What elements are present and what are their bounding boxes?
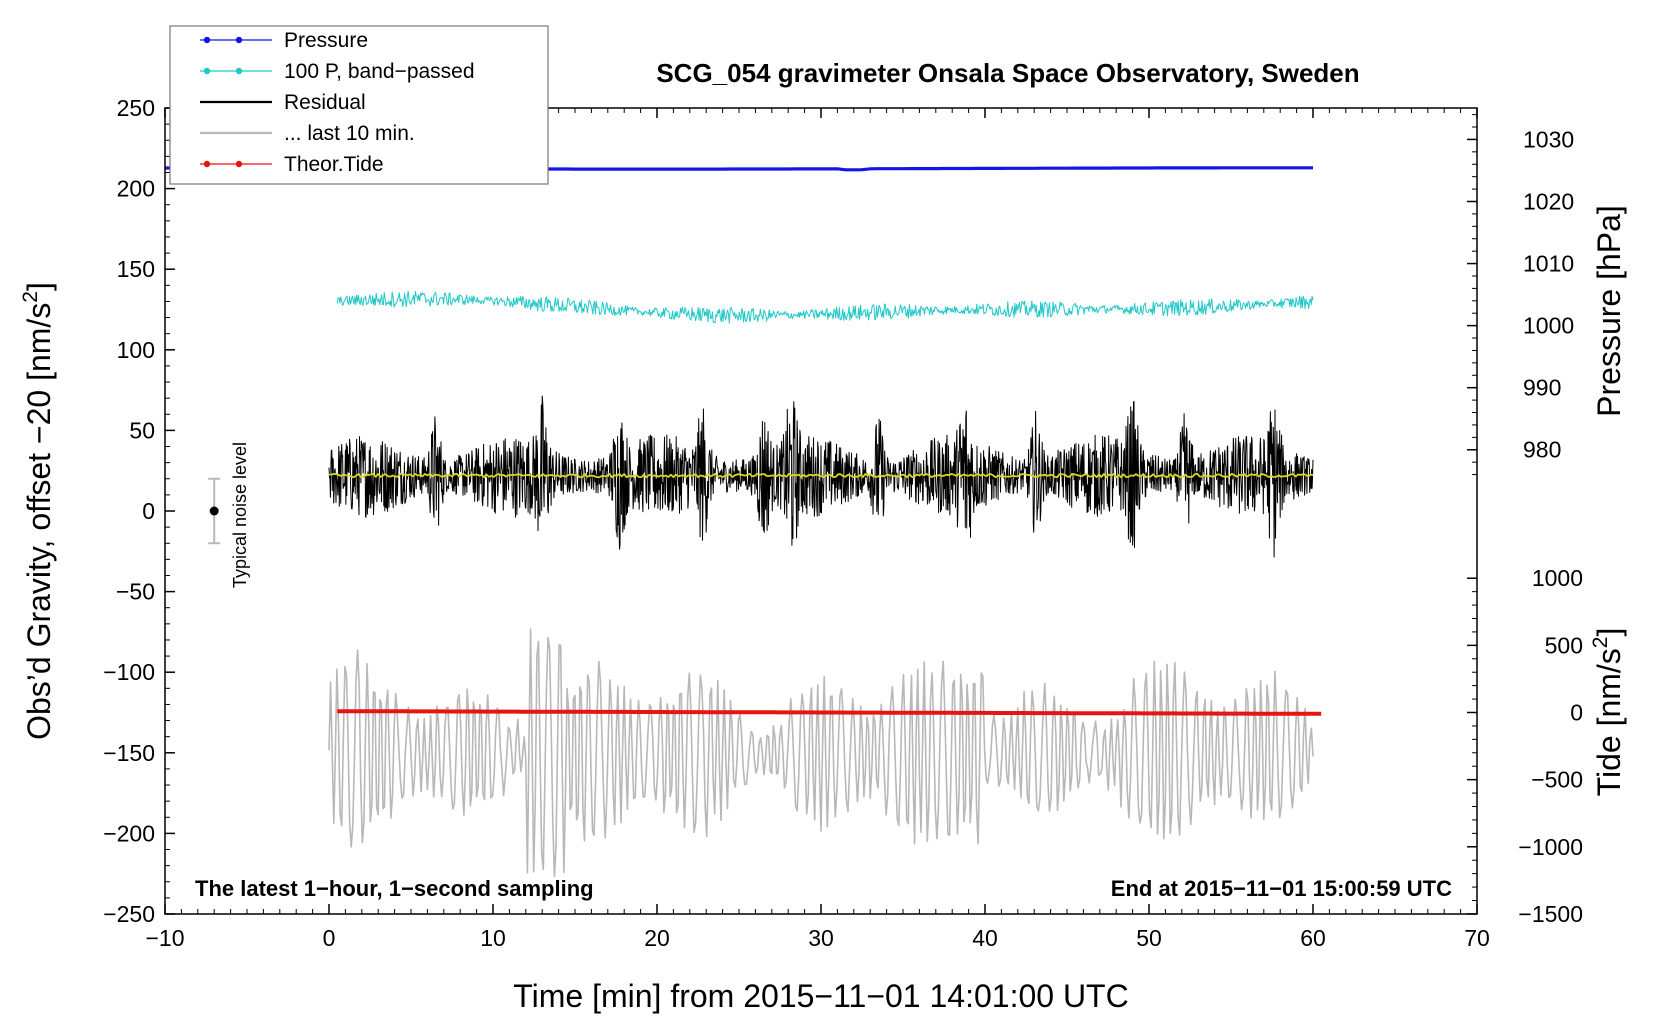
y-left-tick-label: −50 bbox=[116, 579, 155, 605]
noise-label: Typical noise level bbox=[230, 442, 250, 588]
legend-marker bbox=[203, 36, 211, 44]
y-left-tick-label: 0 bbox=[142, 498, 155, 524]
legend-box bbox=[169, 25, 549, 185]
x-tick-label: 40 bbox=[972, 925, 998, 951]
x-tick-label: 60 bbox=[1300, 925, 1326, 951]
x-tick-label: 70 bbox=[1464, 925, 1490, 951]
series-pressure-bandpassed bbox=[336, 290, 1314, 324]
x-tick-label: −10 bbox=[145, 925, 184, 951]
tide-tick-label: 1000 bbox=[1532, 565, 1583, 591]
tide-tick-label: −1000 bbox=[1518, 834, 1583, 860]
y-axis-left-title-close: ] bbox=[21, 282, 57, 291]
x-tick-label: 20 bbox=[644, 925, 670, 951]
x-tick-label: 50 bbox=[1136, 925, 1162, 951]
legend-marker bbox=[235, 36, 243, 44]
chart-title: SCG_054 gravimeter Onsala Space Observat… bbox=[656, 58, 1359, 88]
y-left-tick-label: 50 bbox=[129, 417, 155, 443]
pressure-tick-label: 1010 bbox=[1523, 251, 1574, 277]
y-axis-tide-title-close: ] bbox=[1591, 628, 1627, 637]
pressure-tick-label: 990 bbox=[1523, 375, 1561, 401]
y-axis-left-title: Obs’d Gravity, offset −20 [nm/s2] bbox=[19, 282, 57, 740]
legend-marker bbox=[203, 67, 211, 75]
noise-indicator: Typical noise level bbox=[208, 442, 250, 588]
y-left-tick-label: −150 bbox=[103, 740, 155, 766]
pressure-tick-label: 1020 bbox=[1523, 188, 1574, 214]
y-axis-left-title-text: Obs’d Gravity, offset −20 [nm/s bbox=[21, 303, 57, 740]
pressure-tick-label: 1030 bbox=[1523, 126, 1574, 152]
tide-tick-label: −500 bbox=[1531, 767, 1583, 793]
legend-label: Pressure bbox=[284, 29, 368, 52]
legend: Pressure 100 P, band−passed Residual ... la… bbox=[169, 25, 549, 185]
y-left-tick-label: −250 bbox=[103, 901, 155, 927]
y-axis-left-title-sup: 2 bbox=[19, 291, 42, 303]
y-left-tick-label: 200 bbox=[117, 176, 155, 202]
y-axis-tide-title-text: Tide [nm/s bbox=[1591, 648, 1627, 796]
tide-tick-label: 500 bbox=[1545, 632, 1583, 658]
y-left-tick-label: 250 bbox=[117, 95, 155, 121]
noise-center-dot bbox=[209, 506, 219, 516]
y-left-tick-label: −200 bbox=[103, 820, 155, 846]
pressure-tick-label: 1000 bbox=[1523, 313, 1574, 339]
y-axis-tide-title: Tide [nm/s2] bbox=[1589, 628, 1627, 797]
series-residual bbox=[328, 395, 1314, 558]
y-left-tick-label: 150 bbox=[117, 256, 155, 282]
x-tick-label: 10 bbox=[480, 925, 506, 951]
y-axis-tide-title-sup: 2 bbox=[1589, 637, 1612, 649]
series-residual-smoothed bbox=[328, 472, 1313, 479]
legend-marker bbox=[203, 160, 211, 168]
x-tick-label: 30 bbox=[808, 925, 834, 951]
series-theoretical-tide bbox=[337, 709, 1322, 716]
legend-marker bbox=[235, 67, 243, 75]
legend-label: Residual bbox=[284, 91, 366, 114]
legend-marker bbox=[235, 160, 243, 168]
legend-label: ... last 10 min. bbox=[284, 122, 415, 145]
x-tick-label: 0 bbox=[323, 925, 336, 951]
x-axis-title: Time [min] from 2015−11−01 14:01:00 UTC bbox=[513, 978, 1128, 1014]
y-left-tick-label: 100 bbox=[117, 337, 155, 363]
series-layer bbox=[165, 166, 1322, 878]
legend-label: Theor.Tide bbox=[284, 153, 384, 176]
pressure-tick-label: 980 bbox=[1523, 437, 1561, 463]
y-axis-pressure-title: Pressure [hPa] bbox=[1591, 205, 1627, 417]
axes-layer: −10 0 10 20 30 40 50 60 70250200150100500−50−100… bbox=[103, 95, 1583, 951]
annotation-sampling: The latest 1−hour, 1−second sampling bbox=[195, 876, 594, 901]
tide-tick-label: 0 bbox=[1570, 700, 1583, 726]
tide-tick-label: −1500 bbox=[1518, 901, 1583, 927]
annotation-end-time: End at 2015−11−01 15:00:59 UTC bbox=[1111, 876, 1452, 901]
legend-label: 100 P, band−passed bbox=[284, 60, 475, 83]
series-last-10-min bbox=[328, 628, 1314, 878]
y-left-tick-label: −100 bbox=[103, 659, 155, 685]
